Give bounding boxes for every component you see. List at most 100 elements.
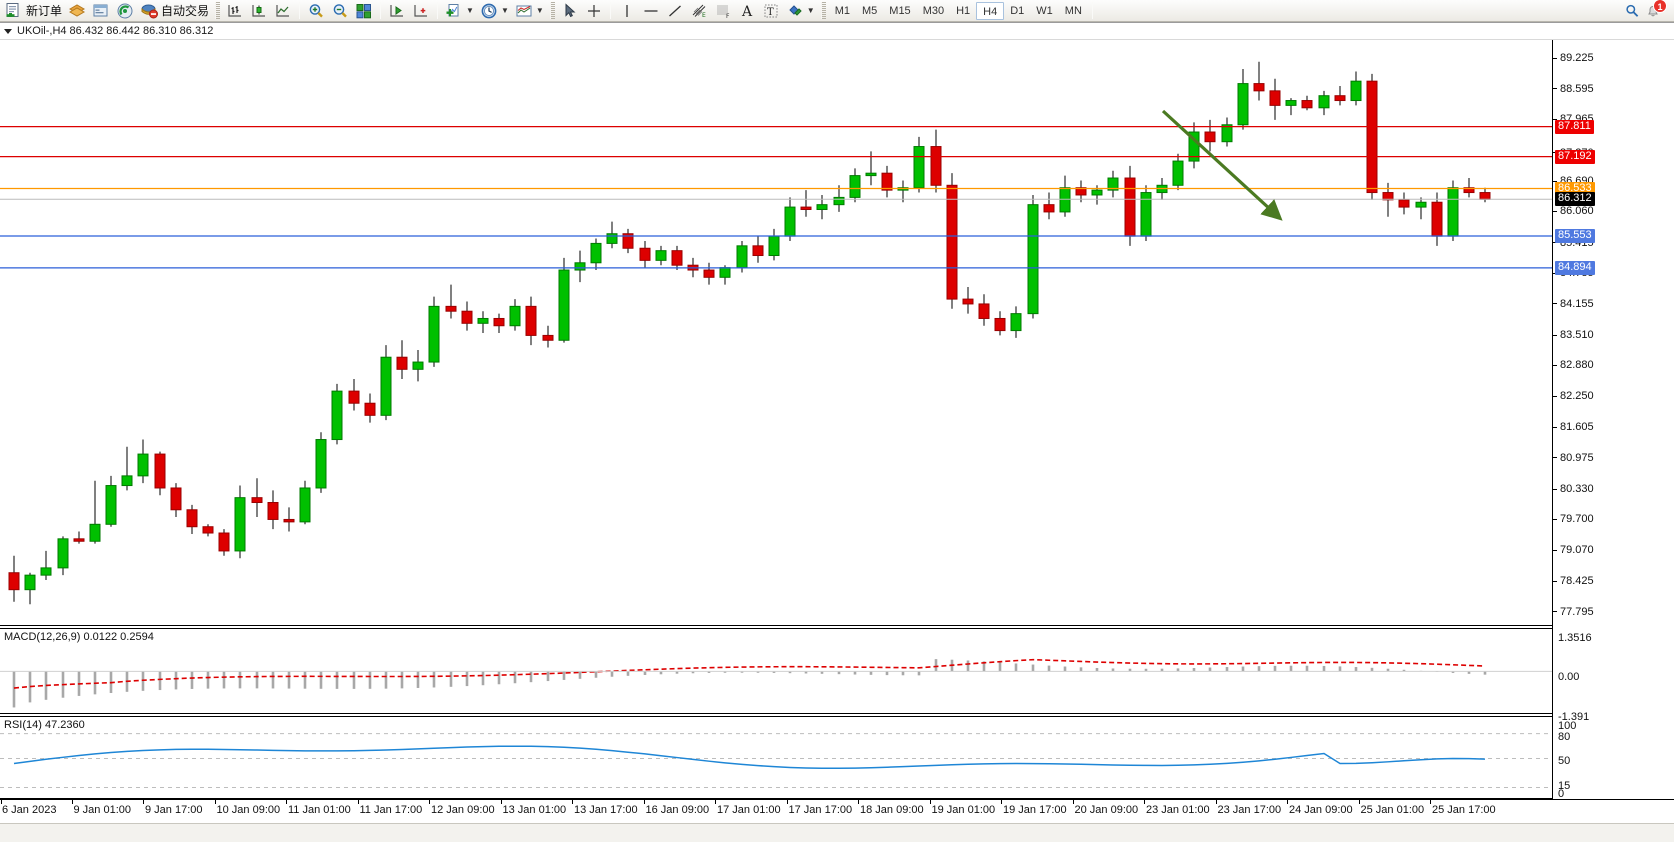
time-tick-mark bbox=[143, 800, 144, 804]
zoom-in-icon bbox=[309, 3, 323, 17]
price-tick: 80.975 bbox=[1553, 452, 1594, 464]
crosshair-icon bbox=[587, 4, 600, 17]
time-tick-mark bbox=[929, 800, 931, 804]
signals-icon bbox=[117, 3, 133, 18]
timeframe-m15[interactable]: M15 bbox=[889, 4, 911, 17]
data-window-button[interactable] bbox=[89, 1, 113, 21]
templates-button[interactable]: ▼ bbox=[512, 1, 547, 21]
timeframe-m1[interactable]: M1 bbox=[834, 4, 850, 17]
price-level-label[interactable]: 85.553 bbox=[1555, 228, 1595, 243]
chart-window: UKOil-,H4 86.432 86.442 86.310 86.312 MA… bbox=[0, 22, 1674, 842]
trend-arrow-annotation[interactable] bbox=[0, 40, 1552, 625]
zoom-in-button[interactable] bbox=[304, 1, 328, 21]
timeframe-mn[interactable]: MN bbox=[1064, 4, 1082, 17]
toolbar-grip-2 bbox=[549, 2, 555, 19]
tile-windows-icon bbox=[356, 3, 372, 18]
time-tick-mark bbox=[71, 800, 73, 804]
time-tick-mark bbox=[572, 800, 573, 804]
time-tick-label: 9 Jan 01:00 bbox=[73, 804, 132, 816]
tile-windows-button[interactable] bbox=[352, 1, 376, 21]
timeframe-m5[interactable]: M5 bbox=[862, 4, 878, 17]
toolbar-separator-2 bbox=[380, 2, 382, 19]
equidistant-channel-button[interactable]: E bbox=[687, 1, 711, 21]
trendline-button[interactable] bbox=[663, 1, 687, 21]
text-tool-button[interactable]: A bbox=[735, 1, 759, 21]
bar-chart-button[interactable] bbox=[223, 1, 247, 21]
notifications-button[interactable]: 1 bbox=[1644, 0, 1667, 21]
rsi-scale-label: 100 bbox=[1558, 720, 1577, 732]
price-level-label[interactable]: 84.894 bbox=[1555, 260, 1595, 275]
period-button[interactable]: ▼ bbox=[477, 1, 512, 21]
vertical-line-button[interactable] bbox=[615, 1, 639, 21]
signals-button[interactable] bbox=[113, 1, 137, 21]
new-order-button[interactable]: 新订单 bbox=[2, 1, 65, 21]
time-tick-mark bbox=[643, 800, 645, 804]
price-level-label[interactable]: 86.533 bbox=[1555, 181, 1595, 196]
svg-text:A: A bbox=[741, 4, 753, 20]
chart-menu-triangle-icon[interactable] bbox=[4, 28, 12, 34]
timeframe-w1[interactable]: W1 bbox=[1036, 4, 1053, 17]
price-tick-label: 79.700 bbox=[1560, 513, 1594, 526]
price-level-label[interactable]: 87.192 bbox=[1555, 149, 1595, 164]
timeframe-m30[interactable]: M30 bbox=[922, 4, 945, 17]
time-tick-label: 19 Jan 17:00 bbox=[1003, 804, 1067, 816]
auto-trading-button[interactable]: 自动交易 bbox=[137, 1, 212, 21]
templates-icon bbox=[516, 5, 532, 16]
line-chart-button[interactable] bbox=[271, 1, 295, 21]
macd-pane[interactable]: MACD(12,26,9) 0.0122 0.2594 bbox=[0, 628, 1552, 714]
time-tick-mark bbox=[357, 800, 359, 804]
price-level-label[interactable]: 87.811 bbox=[1555, 119, 1594, 134]
price-scale[interactable]: 89.22588.59587.96587.27086.69086.06085.4… bbox=[1552, 40, 1674, 800]
price-pane[interactable] bbox=[0, 40, 1552, 626]
time-tick-mark bbox=[1358, 800, 1360, 804]
macd-plot-area[interactable]: MACD(12,26,9) 0.0122 0.2594 bbox=[0, 629, 1552, 713]
main-toolbar: 新订单 bbox=[0, 0, 1674, 22]
price-tick: 80.330 bbox=[1553, 483, 1594, 495]
auto-scroll-button[interactable] bbox=[385, 1, 409, 21]
indicators-button[interactable]: ▼ bbox=[442, 1, 477, 21]
history-button[interactable] bbox=[65, 1, 89, 21]
horizontal-line-button[interactable] bbox=[639, 1, 663, 21]
clock-icon bbox=[481, 3, 497, 18]
fibonacci-button[interactable]: F bbox=[711, 1, 735, 21]
indicators-icon bbox=[446, 3, 459, 16]
timeframe-h1[interactable]: H1 bbox=[956, 4, 971, 17]
zoom-out-button[interactable] bbox=[328, 1, 352, 21]
time-tick-label: 17 Jan 01:00 bbox=[717, 804, 781, 816]
history-icon bbox=[69, 3, 86, 17]
timeframe-d1[interactable]: D1 bbox=[1010, 4, 1025, 17]
time-tick-label: 20 Jan 09:00 bbox=[1074, 804, 1139, 816]
time-tick-label: 25 Jan 01:00 bbox=[1360, 804, 1425, 816]
rsi-pane[interactable]: RSI(14) 47.2360 bbox=[0, 716, 1552, 799]
price-plot-area[interactable] bbox=[0, 40, 1552, 625]
rsi-plot-area[interactable]: RSI(14) 47.2360 bbox=[0, 717, 1552, 798]
search-button[interactable] bbox=[1620, 1, 1644, 21]
price-tick: 78.425 bbox=[1553, 575, 1594, 587]
candlestick-chart-icon bbox=[252, 4, 266, 17]
time-tick-label: 9 Jan 17:00 bbox=[145, 804, 203, 816]
arrows-button[interactable]: ▼ bbox=[783, 1, 818, 21]
time-tick-label: 17 Jan 17:00 bbox=[788, 804, 853, 816]
price-tick-label: 80.975 bbox=[1560, 451, 1594, 464]
chart-shift-button[interactable] bbox=[409, 1, 433, 21]
price-tick-label: 89.225 bbox=[1560, 52, 1594, 65]
candlestick-chart-button[interactable] bbox=[247, 1, 271, 21]
time-scale[interactable]: 6 Jan 2023 9 Jan 01:00 9 Jan 17:00 10 Jan 0… bbox=[0, 799, 1674, 823]
price-level-label[interactable]: 86.312 bbox=[1555, 192, 1595, 207]
text-icon: A bbox=[741, 4, 753, 20]
timeframe-h4[interactable]: H4 bbox=[976, 1, 1005, 20]
time-tick-mark bbox=[715, 800, 716, 804]
text-label-button[interactable]: T bbox=[759, 1, 783, 21]
macd-scale-label: -1.391 bbox=[1558, 711, 1590, 723]
rsi-scale-label: 0 bbox=[1558, 788, 1565, 800]
zoom-out-icon bbox=[333, 3, 347, 17]
time-tick-mark bbox=[429, 800, 430, 804]
time-tick-label: 25 Jan 17:00 bbox=[1432, 804, 1496, 816]
crosshair-tool-button[interactable] bbox=[582, 1, 606, 21]
cursor-icon bbox=[565, 2, 576, 17]
new-order-label: 新订单 bbox=[26, 4, 63, 18]
price-tick-label: 82.880 bbox=[1560, 359, 1594, 372]
cursor-tool-button[interactable] bbox=[558, 1, 582, 21]
price-tick: 88.595 bbox=[1553, 83, 1594, 95]
time-tick-label: 16 Jan 09:00 bbox=[645, 804, 710, 816]
